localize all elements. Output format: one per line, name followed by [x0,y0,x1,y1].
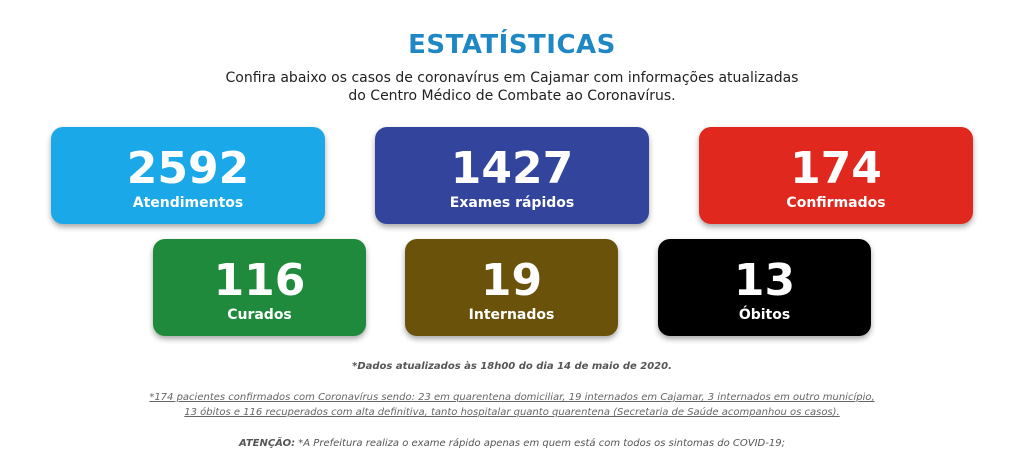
stat-label: Exames rápidos [449,195,575,211]
subtitle-line-1: Confira abaixo os casos de coronavírus e… [225,70,799,86]
stat-value: 2592 [126,143,250,194]
attention-text: *A Prefeitura realiza o exame rápido ape… [295,438,785,449]
update-note: *Dados atualizados às 18h00 do dia 14 de… [352,361,672,372]
stat-label: Curados [227,307,292,323]
stat-label: Óbitos [738,307,791,323]
stat-card-atendimentos: 2592 Atendimentos [51,127,325,224]
attention-note: ATENÇÃO: *A Prefeitura realiza o exame r… [0,438,1024,449]
stat-value: 19 [480,255,543,306]
stat-value: 174 [790,143,882,194]
stat-label: Confirmados [786,195,886,211]
footnote-line-1: *174 pacientes confirmados com Coronavír… [149,392,875,403]
stat-label: Internados [468,307,555,323]
stat-card-obitos: 13 Óbitos [658,239,871,336]
stat-card-confirmados: 174 Confirmados [699,127,973,224]
stat-value: 1427 [450,143,574,194]
attention-label: ATENÇÃO: [239,438,296,449]
stat-value: 13 [733,255,796,306]
stat-card-curados: 116 Curados [153,239,366,336]
footnote-line-2: 13 óbitos e 116 recuperados com alta def… [184,407,840,418]
subtitle-line-2: do Centro Médico de Combate ao Coronavír… [348,88,676,104]
page-subtitle: Confira abaixo os casos de coronavírus e… [0,69,1024,105]
stat-card-exames-rapidos: 1427 Exames rápidos [375,127,649,224]
page-title: ESTATÍSTICAS [408,30,616,60]
stat-card-internados: 19 Internados [405,239,618,336]
stat-value: 116 [213,255,306,306]
cases-footnote: *174 pacientes confirmados com Coronavír… [0,390,1024,420]
stat-label: Atendimentos [132,195,244,211]
